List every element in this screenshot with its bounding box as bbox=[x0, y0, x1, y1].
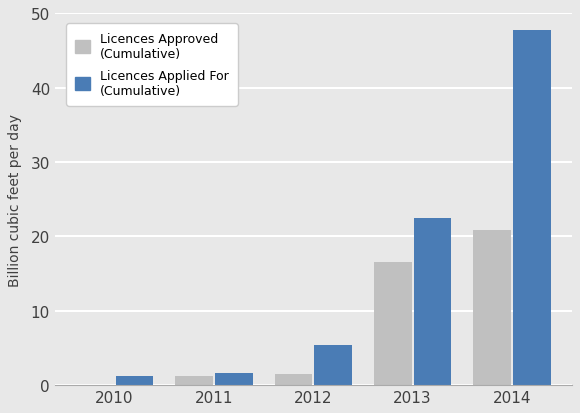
Bar bbox=[215, 373, 253, 385]
Bar bbox=[414, 218, 451, 385]
Bar bbox=[274, 374, 312, 385]
Legend: Licences Approved
(Cumulative), Licences Applied For
(Cumulative): Licences Approved (Cumulative), Licences… bbox=[66, 24, 238, 106]
Bar bbox=[115, 376, 153, 385]
Bar bbox=[175, 376, 213, 385]
Bar bbox=[314, 346, 352, 385]
Y-axis label: Billion cubic feet per day: Billion cubic feet per day bbox=[8, 113, 23, 286]
Bar bbox=[513, 31, 551, 385]
Bar bbox=[374, 263, 412, 385]
Bar bbox=[473, 231, 511, 385]
